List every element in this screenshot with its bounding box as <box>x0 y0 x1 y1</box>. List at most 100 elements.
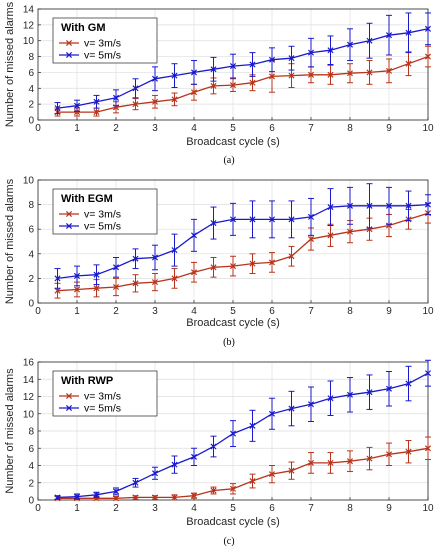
data-point <box>366 455 373 462</box>
data-point <box>132 85 139 92</box>
y-tick-label: 4 <box>28 84 34 95</box>
y-tick-label: 12 <box>23 20 35 31</box>
data-point <box>210 82 217 89</box>
data-point <box>112 283 120 291</box>
y-tick-label: 14 <box>23 375 35 386</box>
data-point <box>229 63 237 70</box>
x-tick-label: 10 <box>422 123 434 134</box>
data-point <box>307 49 315 56</box>
series-1 <box>54 436 432 502</box>
data-point <box>190 69 198 76</box>
y-tick-label: 10 <box>23 409 35 420</box>
legend: With GM v= 3m/sv= 5m/s <box>52 17 158 64</box>
data-point <box>307 401 315 408</box>
x-axis-label: Broadcast cycle (s) <box>186 516 280 528</box>
y-tick-label: 10 <box>23 176 35 187</box>
x-tick-label: 7 <box>308 306 314 317</box>
x-tick-label: 10 <box>422 306 434 317</box>
y-tick-label: 10 <box>23 36 35 47</box>
data-point <box>229 82 237 89</box>
panel-caption: (c) <box>223 536 234 547</box>
data-point <box>151 254 159 261</box>
data-point <box>385 67 393 74</box>
data-point <box>288 253 295 260</box>
x-tick-label: 3 <box>152 123 158 134</box>
x-tick-label: 4 <box>191 306 197 317</box>
data-point <box>268 216 276 223</box>
data-point <box>327 395 334 402</box>
x-tick-label: 8 <box>347 503 353 514</box>
x-tick-label: 1 <box>74 123 80 134</box>
x-axis-label: Broadcast cycle (s) <box>186 136 280 148</box>
data-point <box>132 479 139 486</box>
series-line <box>57 212 429 292</box>
data-point <box>229 430 237 437</box>
x-tick-label: 3 <box>152 503 158 514</box>
data-point <box>346 458 354 465</box>
y-axis-label: Number of missed alarms <box>4 178 16 304</box>
legend-entry-label: v= 5m/s <box>84 403 121 415</box>
data-point <box>171 494 178 501</box>
x-tick-label: 10 <box>422 503 434 514</box>
y-tick-label: 0 <box>28 496 34 507</box>
legend-swatch-marker <box>65 210 73 218</box>
data-point <box>132 255 139 262</box>
data-point <box>190 453 198 460</box>
data-point <box>54 275 61 282</box>
data-point <box>288 55 295 62</box>
data-point <box>268 73 276 80</box>
data-point <box>385 202 393 209</box>
y-axis-label: Number of missed alarms <box>4 1 16 127</box>
legend-swatch-marker <box>65 404 73 412</box>
data-point <box>405 60 412 67</box>
data-point <box>405 448 412 455</box>
data-point <box>229 263 237 270</box>
data-point <box>327 47 334 54</box>
data-point <box>112 264 120 271</box>
y-tick-label: 14 <box>23 5 35 16</box>
data-point <box>249 422 256 429</box>
data-point <box>366 202 373 209</box>
data-point <box>405 29 412 36</box>
series-line <box>57 447 429 499</box>
data-point <box>424 201 432 208</box>
data-point <box>288 216 295 223</box>
data-point <box>366 37 373 44</box>
data-point <box>190 269 198 276</box>
legend: With EGM v= 3m/sv= 5m/s <box>52 188 158 235</box>
data-point <box>268 471 276 478</box>
series-line <box>57 28 429 109</box>
y-axis-label: Number of missed alarms <box>4 368 16 494</box>
x-tick-label: 2 <box>113 306 119 317</box>
data-point <box>112 495 120 502</box>
x-tick-label: 7 <box>308 503 314 514</box>
data-point <box>327 71 334 78</box>
x-tick-label: 1 <box>74 503 80 514</box>
data-point <box>151 470 159 477</box>
data-point <box>366 69 373 76</box>
x-tick-label: 4 <box>191 123 197 134</box>
data-point <box>346 41 354 48</box>
panel-caption: (a) <box>223 155 234 166</box>
series-line <box>57 55 429 113</box>
data-point <box>190 232 198 239</box>
data-point <box>327 204 334 211</box>
legend-entry-label: v= 5m/s <box>84 221 121 233</box>
x-tick-label: 6 <box>269 503 275 514</box>
legend-entry-label: v= 3m/s <box>84 38 121 50</box>
series-2 <box>54 359 432 501</box>
x-tick-label: 2 <box>113 503 119 514</box>
x-tick-label: 1 <box>74 306 80 317</box>
legend: With RWP v= 3m/sv= 5m/s <box>52 370 158 417</box>
data-point <box>366 226 373 233</box>
panel-caption: (b) <box>223 337 235 348</box>
data-point <box>327 232 334 239</box>
data-point <box>288 467 295 474</box>
data-point <box>385 32 393 39</box>
data-point <box>307 213 315 220</box>
x-tick-label: 9 <box>386 123 392 134</box>
data-point <box>327 459 334 466</box>
x-tick-label: 9 <box>386 306 392 317</box>
y-tick-label: 4 <box>28 461 34 472</box>
